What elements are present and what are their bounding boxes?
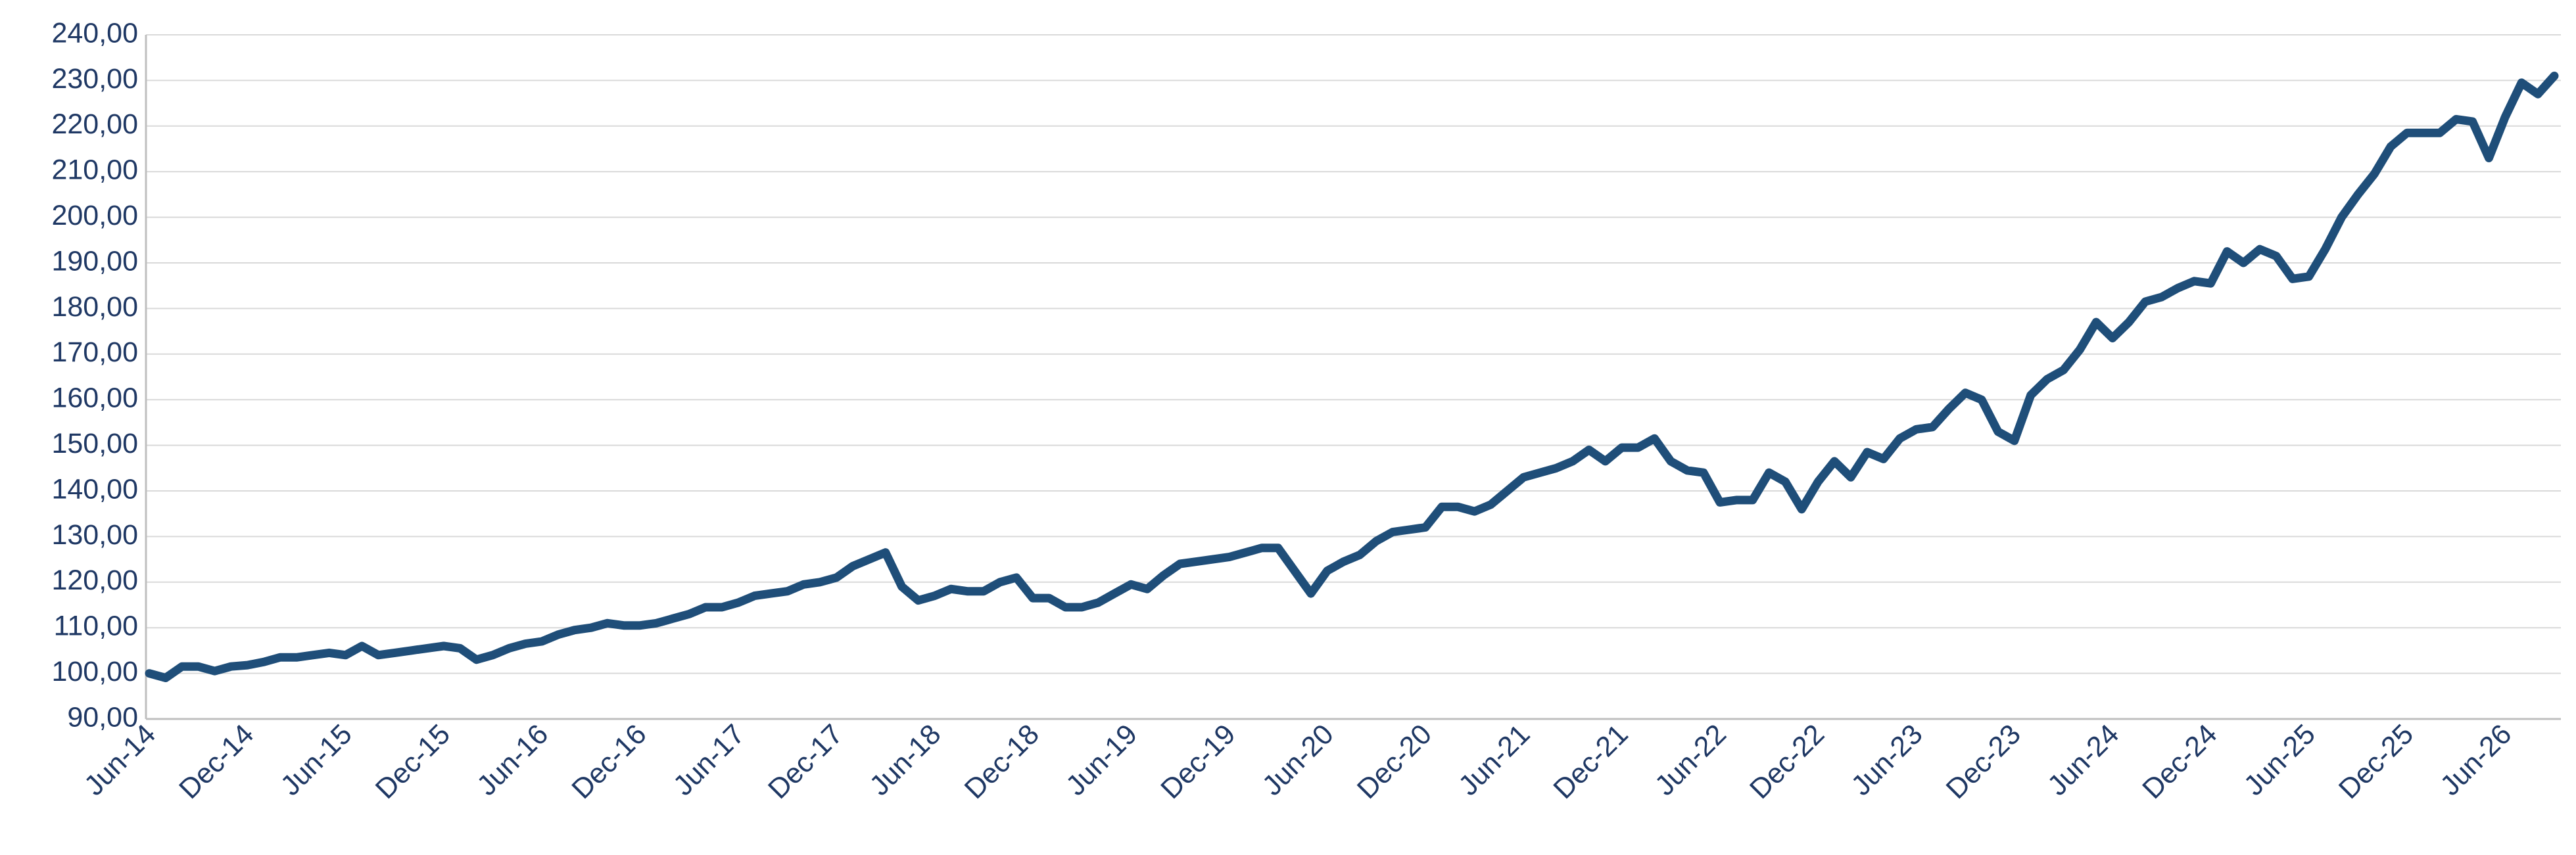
x-tick-label: Jun-23 bbox=[1846, 718, 1929, 802]
y-tick-label: 210,00 bbox=[51, 154, 138, 186]
x-tick-label: Dec-18 bbox=[959, 718, 1045, 805]
x-tick-label: Dec-19 bbox=[1155, 718, 1241, 805]
y-tick-label: 230,00 bbox=[51, 63, 138, 95]
x-tick-label: Jun-16 bbox=[471, 718, 554, 802]
x-tick-label: Jun-20 bbox=[1256, 718, 1340, 802]
y-tick-label: 180,00 bbox=[51, 291, 138, 323]
x-tick-label: Jun-22 bbox=[1649, 718, 1732, 802]
y-tick-label: 140,00 bbox=[51, 473, 138, 505]
x-tick-label: Dec-21 bbox=[1548, 718, 1634, 805]
y-tick-label: 110,00 bbox=[54, 611, 138, 642]
y-tick-label: 200,00 bbox=[51, 200, 138, 231]
y-tick-label: 170,00 bbox=[51, 336, 138, 368]
x-tick-label: Jun-19 bbox=[1060, 718, 1143, 802]
y-tick-label: 100,00 bbox=[51, 656, 138, 687]
x-tick-label: Dec-14 bbox=[173, 718, 260, 805]
x-tick-label: Jun-26 bbox=[2435, 718, 2518, 802]
y-tick-label: 90,00 bbox=[67, 701, 138, 733]
y-tick-label: 220,00 bbox=[51, 108, 138, 140]
x-tick-label: Dec-17 bbox=[762, 718, 849, 805]
y-tick-label: 150,00 bbox=[51, 428, 138, 459]
x-tick-label: Jun-21 bbox=[1452, 718, 1536, 802]
x-tick-label: Dec-23 bbox=[1940, 718, 2027, 805]
x-tick-label: Jun-17 bbox=[667, 718, 751, 802]
x-tick-label: Jun-24 bbox=[2041, 718, 2125, 802]
y-tick-label: 160,00 bbox=[51, 382, 138, 414]
x-tick-label: Jun-18 bbox=[864, 718, 947, 802]
x-tick-label: Jun-15 bbox=[275, 718, 358, 802]
y-tick-label: 120,00 bbox=[51, 565, 138, 596]
x-tick-label: Dec-25 bbox=[2333, 718, 2420, 805]
x-tick-label: Dec-16 bbox=[566, 718, 653, 805]
y-tick-label: 190,00 bbox=[51, 245, 138, 277]
y-tick-label: 130,00 bbox=[51, 519, 138, 551]
x-tick-label: Jun-25 bbox=[2238, 718, 2322, 802]
x-tick-label: Dec-15 bbox=[370, 718, 456, 805]
x-tick-label: Dec-24 bbox=[2137, 718, 2224, 805]
x-tick-label: Dec-22 bbox=[1744, 718, 1830, 805]
x-tick-label: Dec-20 bbox=[1351, 718, 1438, 805]
y-tick-label: 240,00 bbox=[51, 17, 138, 49]
data-line bbox=[145, 72, 2559, 682]
